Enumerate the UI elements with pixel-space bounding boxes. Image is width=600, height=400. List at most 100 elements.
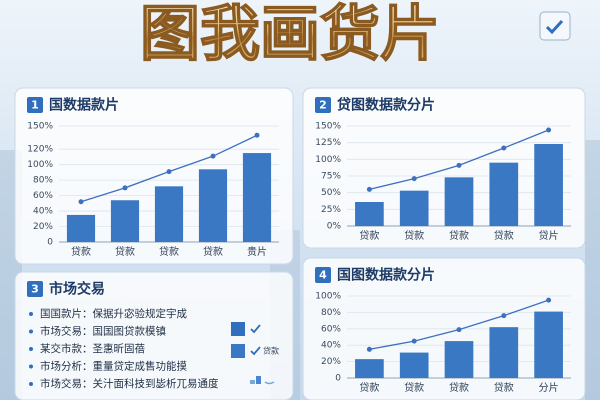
y-tick-label: 40% [321,341,341,351]
panel-badge [315,97,331,113]
icon-wave [264,381,275,385]
y-tick-label: 150% [315,122,341,132]
bar [489,162,519,226]
icon-square [231,344,245,358]
trend-point [501,145,507,151]
icon-label: 贷款 [263,346,279,356]
trend-point [501,313,507,319]
bar [444,341,474,378]
bar [355,359,384,378]
trend-point [210,153,216,159]
trend-point [166,169,172,175]
bar [444,177,474,226]
trend-point [546,127,552,133]
panel [14,271,294,400]
bar [489,327,519,378]
trend-point [411,338,417,344]
bar [198,169,228,242]
y-tick-label: 0% [327,222,342,232]
y-tick-label: 60% [33,191,53,201]
y-tick-label: 150% [27,122,53,132]
bullet [29,364,33,369]
x-tick-label: 贷款 [203,245,223,258]
y-tick-label: 25% [321,205,341,215]
panel-number: 4 [319,269,327,282]
panel-title: 贷图数据款分片 [337,97,435,114]
y-tick-label: 80% [321,308,341,318]
y-tick-label: 100% [315,155,341,165]
y-tick-label: 20% [321,357,341,367]
list-item: 市场交易：国国图贷款模镇 [40,325,166,338]
y-tick-label: 100% [27,160,53,170]
y-tick-label: 0 [47,238,53,248]
y-tick-label: 80% [33,176,53,186]
trend-point [366,346,372,352]
x-tick-label: 贷款 [494,229,514,242]
y-tick-label: 0 [335,374,341,384]
icon-mini-bar [250,380,255,384]
bar [399,352,429,378]
list-item: 市场交易：关汁面科技到毖析兀易通度 [40,377,219,390]
panel-number: 3 [31,283,39,296]
bar [110,200,140,242]
check-icon[interactable] [539,11,571,41]
trend-point [456,327,462,333]
y-tick-label: 100% [315,292,341,302]
icon-square [231,322,245,336]
y-tick-label: 75% [321,172,341,182]
bullet [29,329,33,334]
x-tick-label: 贷款 [71,245,91,258]
x-tick-label: 贷款 [449,381,469,394]
bar [534,144,563,226]
trend-point [456,162,462,168]
bar [355,202,384,226]
x-tick-label: 贷款 [359,381,379,394]
list-item: 某交市款：圣惠昕固蓓 [40,342,145,355]
x-tick-label: 贷款 [404,229,424,242]
y-tick-label: 125% [315,138,341,148]
panel-badge [27,281,43,297]
x-tick-label: 贷款 [494,381,514,394]
trend-point [546,297,552,303]
x-tick-label: 贷款 [449,229,469,242]
panel-badge [27,97,43,113]
bar [534,311,563,378]
icon-check [250,346,261,356]
list-item: 市场分析：重量贷定成售功能摸 [40,360,187,373]
y-tick-label: 50% [321,188,341,198]
bullet [29,347,33,351]
x-tick-label: 分片 [539,381,559,394]
trend-point [122,185,128,191]
x-tick-label: 贷款 [115,245,135,258]
x-tick-label: 贷款 [159,245,179,258]
icon-mini-bar [256,376,261,384]
bullet [29,312,33,316]
trend-point [411,176,417,182]
x-tick-label: 贷片 [539,229,559,242]
x-tick-label: 贷款 [404,381,424,394]
y-tick-label: 120% [27,145,53,155]
bullet [29,382,33,386]
trend-point [366,186,372,192]
panel-number: 2 [319,99,327,112]
trend-point [254,132,260,138]
panel-title: 国数据款片 [49,97,119,114]
y-tick-label: 60% [321,324,341,334]
panel-title: 市场交易 [49,281,105,298]
trend-point [78,199,84,205]
main-title: 图我画货片 [140,0,440,70]
bar [154,186,184,242]
panel-badge [315,267,331,283]
y-tick-label: 40% [33,207,53,217]
bar [66,214,96,242]
x-tick-label: 贷款 [359,229,379,242]
list-item: 国国款片：保据升宓验规定宇成 [40,307,187,320]
bar [242,153,272,242]
icon-check [250,324,261,334]
x-tick-label: 贵片 [247,245,267,258]
bar [399,190,429,226]
panel-title: 国图数据款分片 [337,267,435,284]
panel-number: 1 [31,99,39,112]
y-tick-label: 20% [33,222,53,232]
